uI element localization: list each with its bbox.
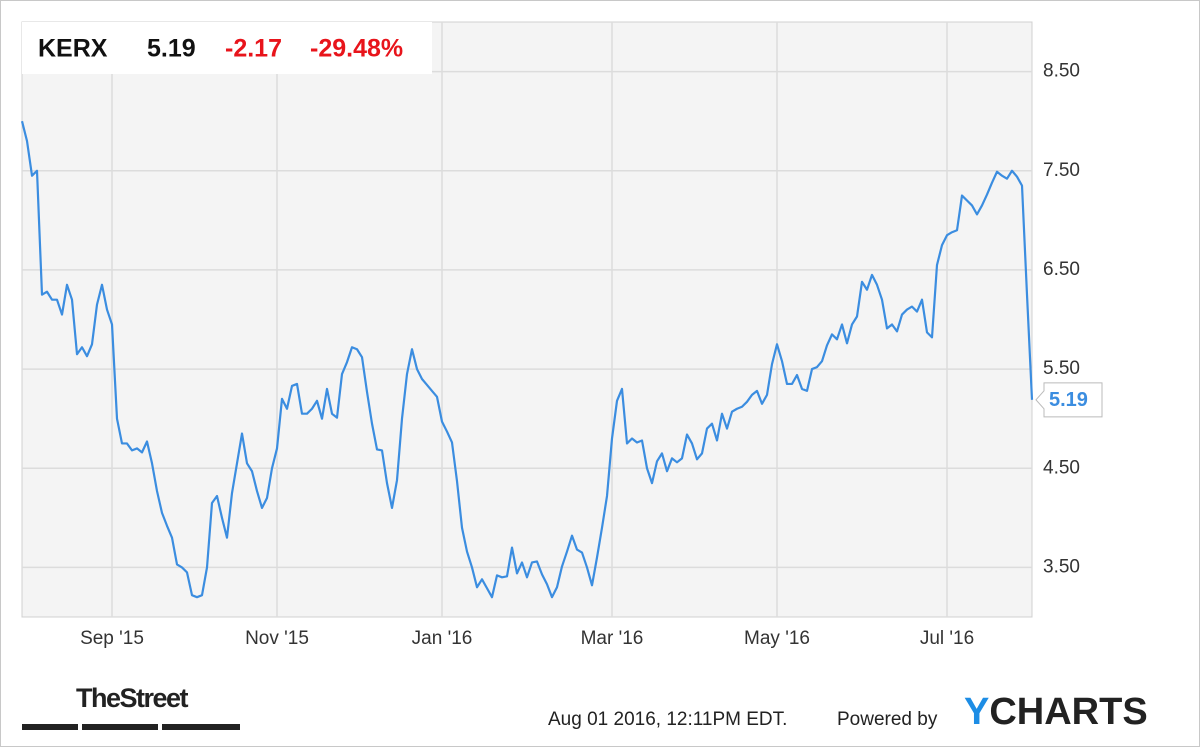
- logo-bar: [162, 724, 240, 730]
- y-tick-label: 5.50: [1043, 358, 1080, 379]
- logo-bar: [82, 724, 158, 730]
- change: -2.17: [225, 35, 282, 63]
- last-value-box: [1035, 382, 1103, 418]
- x-tick-label: Sep '15: [80, 628, 144, 649]
- y-tick-label: 3.50: [1043, 556, 1080, 577]
- ticker: KERX: [38, 35, 108, 63]
- plot-background: [21, 21, 1033, 618]
- change-percent: -29.48%: [310, 35, 403, 63]
- x-tick-label: May '16: [744, 628, 810, 649]
- y-tick-label: 7.50: [1043, 160, 1080, 181]
- price-line: [20, 120, 1034, 599]
- brand-rest: CHARTS: [989, 691, 1147, 733]
- x-tick-label: Jul '16: [920, 628, 974, 649]
- price: 5.19: [147, 35, 196, 63]
- plot-area: [20, 21, 1034, 618]
- brand: YCHARTS: [964, 691, 1148, 733]
- logo-bar: [22, 724, 78, 730]
- x-tick-label: Mar '16: [581, 628, 644, 649]
- source-logo: TheStreet: [76, 683, 189, 713]
- y-tick-label: 4.50: [1043, 457, 1080, 478]
- brand-first: Y: [964, 691, 989, 733]
- y-tick-label: 6.50: [1043, 259, 1080, 280]
- header-box: [22, 22, 432, 74]
- powered-by: Powered by: [837, 709, 938, 730]
- x-tick-label: Nov '15: [245, 628, 309, 649]
- timestamp: Aug 01 2016, 12:11PM EDT.: [548, 709, 787, 730]
- x-tick-label: Jan '16: [412, 628, 473, 649]
- y-tick-label: 8.50: [1043, 61, 1080, 82]
- last-value-label: 5.19: [1049, 389, 1088, 411]
